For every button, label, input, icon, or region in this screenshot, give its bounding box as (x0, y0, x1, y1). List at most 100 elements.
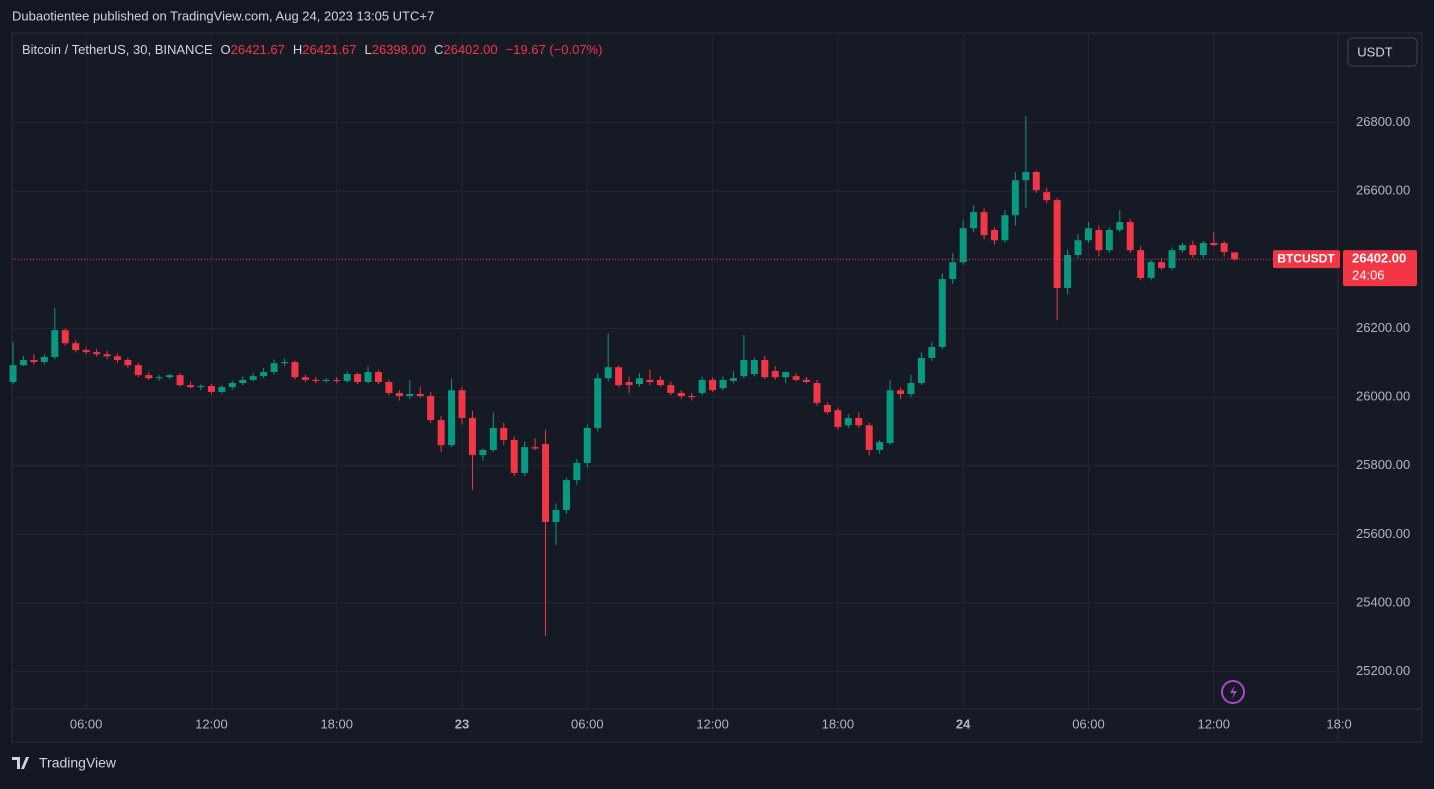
candle-body (228, 383, 236, 388)
candle-body (959, 228, 967, 263)
candle-body (813, 383, 821, 403)
candle-body (416, 393, 424, 397)
y-tick-label: 26000.00 (1356, 389, 1410, 404)
candle-body (322, 379, 330, 381)
candle-body (479, 449, 487, 456)
candle-body (604, 367, 612, 379)
candle-body (823, 404, 831, 413)
currency-button[interactable] (1347, 37, 1418, 67)
candle-body (928, 346, 936, 358)
price-tag-value: 26402.00 (1352, 251, 1406, 266)
symbol-tag (1273, 250, 1340, 269)
price-tag (1343, 250, 1417, 287)
candle-body (19, 360, 27, 366)
candle-body (354, 374, 362, 382)
candle-body (782, 372, 790, 378)
candle-body (93, 352, 101, 355)
y-tick-label: 25800.00 (1356, 457, 1410, 472)
candle-body (803, 379, 811, 382)
candle-body (1011, 180, 1019, 216)
candle-body (1022, 171, 1030, 181)
logo: TradingView (12, 755, 117, 771)
candle-body (1178, 245, 1186, 251)
grid (12, 33, 1338, 709)
candle-body (636, 378, 644, 385)
x-tick-label: 18:00 (822, 716, 855, 731)
candle-body (834, 410, 842, 427)
candle-body (1158, 262, 1166, 269)
y-tick-label: 25600.00 (1356, 526, 1410, 541)
candle-body (865, 425, 873, 450)
change-value: −19.67 (−0.07%) (506, 42, 603, 57)
candle-body (688, 396, 696, 398)
candle-body (197, 386, 205, 388)
candle-body (30, 360, 38, 363)
candle-body (166, 375, 174, 378)
chart-title: Bitcoin / TetherUS, 30, BINANCE O26421.67… (22, 42, 602, 57)
candle-body (1084, 228, 1092, 241)
candle-body (562, 480, 570, 510)
alert-circle[interactable] (1221, 680, 1245, 704)
candle-body (844, 418, 852, 426)
currency-label[interactable]: USDT (1357, 44, 1392, 59)
ohlc-value: 26402.00 (443, 42, 497, 57)
candle-body (1043, 192, 1051, 201)
candle-body (312, 379, 320, 381)
candle-body (1168, 250, 1176, 269)
alert-bolt[interactable] (1230, 685, 1237, 699)
alert-icon[interactable] (1221, 680, 1245, 704)
x-tick-label: 12:00 (696, 716, 729, 731)
x-tick-label: 12:00 (195, 716, 228, 731)
candle-body (1032, 171, 1040, 191)
candle-body (771, 371, 779, 378)
candle-body (1074, 240, 1082, 256)
candle-body (1137, 250, 1145, 279)
candle-body (427, 396, 435, 421)
candle-body (646, 379, 654, 382)
candle-body (113, 356, 121, 361)
candle-body (990, 229, 998, 241)
candle-body (385, 381, 393, 393)
candle-body (876, 442, 884, 450)
candle-body (489, 427, 497, 450)
candle-body (740, 360, 748, 377)
candle-body (145, 375, 153, 379)
y-tick-label: 25400.00 (1356, 594, 1410, 609)
candle-body (510, 439, 518, 473)
candle-body (1147, 262, 1155, 279)
candle-body (176, 375, 184, 386)
candle-body (917, 357, 925, 384)
candle-body (1189, 245, 1197, 256)
candle-body (437, 420, 445, 446)
candle-body (594, 378, 602, 428)
candle-body (249, 376, 257, 380)
candle-body (218, 387, 226, 392)
candle-body (395, 392, 403, 397)
candle-body (1220, 243, 1228, 252)
x-tick-label: 06:00 (1072, 716, 1105, 731)
logo-icon (12, 757, 29, 769)
price-tag-countdown: 24:06 (1352, 268, 1385, 283)
candles (9, 116, 1239, 636)
candle-body (625, 381, 633, 386)
x-tick-label: 06:00 (571, 716, 604, 731)
publisher-line: Dubaotientee published on TradingView.co… (12, 8, 434, 23)
symbol-tag-label: BTCUSDT (1277, 251, 1335, 265)
candle-body (980, 212, 988, 236)
candle-body (583, 427, 591, 463)
y-tick-label: 26200.00 (1356, 320, 1410, 335)
candle-body (260, 372, 268, 377)
candle-body (938, 279, 946, 347)
candle-body (792, 376, 800, 380)
y-tick-label: 26800.00 (1356, 114, 1410, 129)
candle-body (406, 393, 414, 397)
candle-body (155, 377, 163, 379)
symbol-title: Bitcoin / TetherUS, 30, BINANCE (22, 42, 213, 57)
candle-body (239, 379, 247, 384)
candle-body (531, 447, 539, 449)
candle-body (374, 372, 382, 382)
candle-body (656, 379, 664, 386)
candle-body (573, 462, 581, 481)
